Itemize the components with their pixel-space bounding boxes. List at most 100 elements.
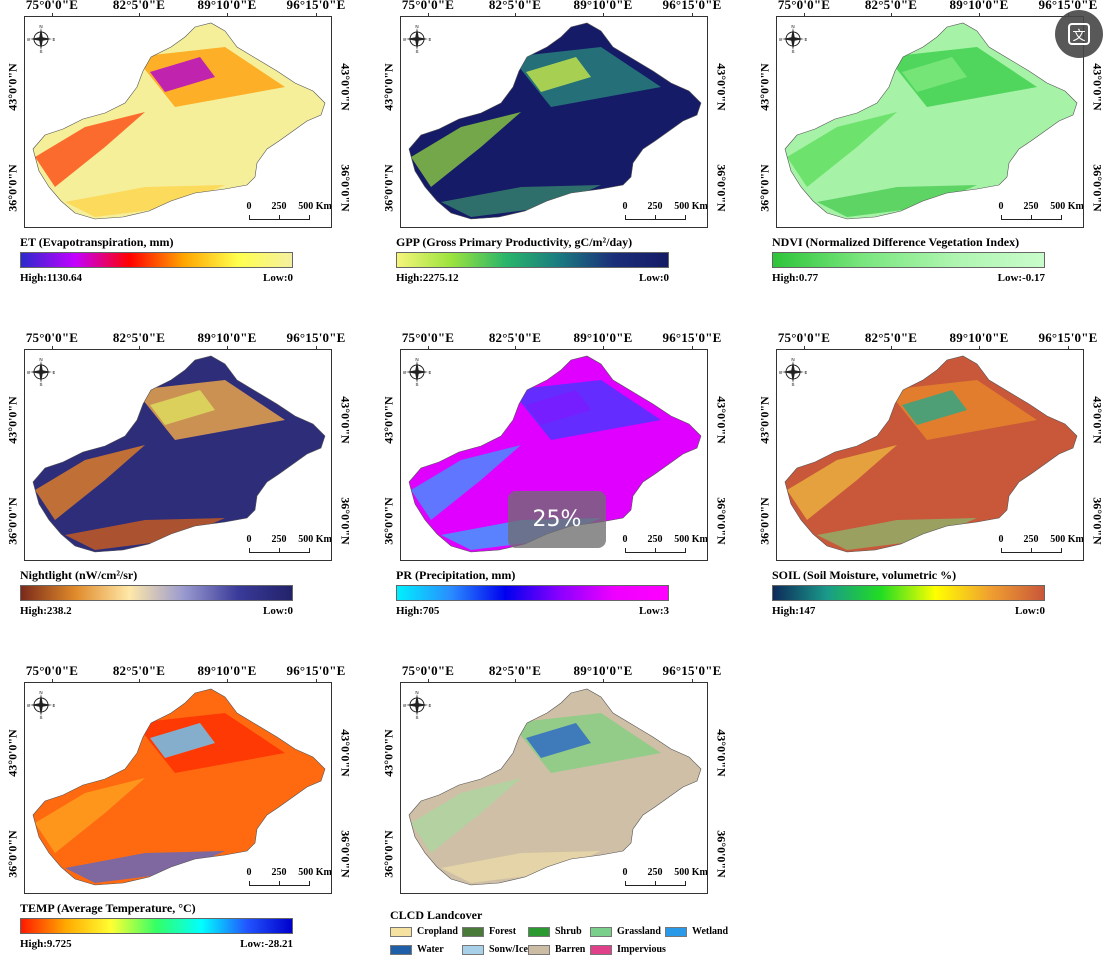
longitude-tick	[603, 679, 604, 683]
latitude-label: 36°0'0"N	[381, 497, 396, 545]
longitude-tick	[515, 346, 516, 350]
colorbar	[20, 252, 293, 268]
longitude-tick	[1068, 346, 1069, 350]
longitude-label: 75°0'0"E	[401, 0, 455, 12]
scale-label: 250	[647, 534, 663, 545]
panel-title: GPP (Gross Primary Productivity, gC/m²/d…	[396, 235, 633, 249]
longitude-label: 82°5'0"E	[864, 330, 918, 345]
scale-tick	[1061, 215, 1062, 220]
latitude-label: 36°0'0"N	[338, 830, 353, 878]
scale-label: 250	[271, 201, 287, 212]
region-outline	[408, 688, 702, 886]
longitude-label: 89°10'0"E	[949, 330, 1009, 345]
longitude-label: 75°0'0"E	[401, 330, 455, 345]
panel-title: PR (Precipitation, mm)	[396, 568, 516, 582]
north-arrow-icon: N S E W	[779, 25, 807, 53]
compass-letter: S	[415, 49, 418, 53]
latitude-label: 36°0'0"N	[338, 164, 353, 212]
scale-label: 500 Km	[1050, 534, 1084, 545]
map-texture	[65, 518, 225, 550]
scale-tick	[309, 881, 310, 886]
map-texture	[35, 445, 145, 520]
compass-letter: E	[52, 370, 55, 375]
longitude-label: 89°10'0"E	[573, 663, 633, 678]
scale-label: 250	[1023, 534, 1039, 545]
longitude-tick	[139, 346, 140, 350]
compass-letter: E	[52, 37, 55, 42]
compass-letter: S	[791, 382, 794, 386]
map-texture	[150, 57, 215, 92]
panel-title: SOIL (Soil Moisture, volumetric %)	[772, 568, 957, 582]
scale-label: 250	[271, 867, 287, 878]
latitude-label: 36°0'0"N	[714, 830, 729, 878]
longitude-tick	[979, 346, 980, 350]
scale-tick	[1001, 548, 1002, 553]
scale-label: 500 Km	[674, 867, 708, 878]
scale-label: 250	[1023, 201, 1039, 212]
region-outline	[32, 355, 326, 553]
landcover-label: Sonw/Ice	[489, 944, 528, 955]
map-texture	[787, 112, 897, 187]
map-panel: 75°0'0"E 82°5'0"E 89°10'0"E 96°15'0"E 43°0'0…	[752, 330, 1105, 633]
latitude-label: 36°0'0"N	[1090, 164, 1105, 212]
scale-tick	[685, 215, 686, 220]
map-frame: N S E W 0 250 500 Km	[776, 16, 1084, 228]
compass-letter: W	[27, 37, 31, 42]
scale-tick	[685, 548, 686, 553]
map-texture	[411, 778, 521, 853]
compass-letter: W	[779, 370, 783, 375]
translate-button[interactable]: 文	[1055, 10, 1103, 58]
compass-letter: S	[415, 382, 418, 386]
longitude-label: 82°5'0"E	[864, 0, 918, 12]
compass-letter: S	[415, 715, 418, 719]
colorbar-low-label: Low:-0.17	[997, 272, 1045, 284]
longitude-label: 75°0'0"E	[25, 330, 79, 345]
colorbar	[396, 252, 669, 268]
scale-tick	[279, 548, 280, 553]
compass-letter: S	[39, 715, 42, 719]
map-frame: N S E W 0 250 500 Km	[24, 682, 332, 894]
scale-tick	[249, 548, 250, 553]
longitude-tick	[52, 13, 53, 17]
scale-tick	[309, 548, 310, 553]
longitude-label: 75°0'0"E	[777, 330, 831, 345]
scale-label: 0	[622, 867, 628, 878]
region-map	[408, 355, 702, 553]
map-frame: N S E W 0 250 500 Km	[400, 16, 708, 228]
scale-label: 500 Km	[1050, 201, 1084, 212]
landcover-swatch	[665, 926, 687, 937]
scale-tick	[249, 881, 250, 886]
landcover-legend-item: Impervious	[590, 944, 666, 955]
scale-label: 0	[246, 867, 252, 878]
colorbar-low-label: Low:0	[1015, 605, 1045, 617]
scale-label: 0	[622, 534, 628, 545]
scale-tick	[685, 881, 686, 886]
latitude-label: 43°0'0"N	[5, 729, 20, 777]
map-panel: 75°0'0"E 82°5'0"E 89°10'0"E 96°15'0"E 43°0'0…	[752, 0, 1105, 300]
latitude-label: 43°0'0"N	[338, 396, 353, 444]
landcover-swatch	[590, 944, 612, 955]
longitude-tick	[891, 346, 892, 350]
compass-letter: E	[52, 703, 55, 708]
longitude-tick	[891, 13, 892, 17]
landcover-label: Water	[417, 944, 444, 955]
longitude-label: 96°15'0"E	[286, 0, 346, 12]
region-outline	[408, 355, 702, 553]
map-frame: N S E W 0 250 500 Km	[400, 682, 708, 894]
landcover-legend-title: CLCD Landcover	[390, 908, 483, 922]
latitude-label: 36°0'0"N	[714, 164, 729, 212]
colorbar	[396, 585, 669, 601]
longitude-tick	[139, 679, 140, 683]
scale-bar: 0 250 500 Km	[619, 867, 707, 891]
scale-label: 500 Km	[674, 534, 708, 545]
colorbar	[20, 918, 293, 934]
scale-bar: 0 250 500 Km	[243, 201, 331, 225]
map-panel: 75°0'0"E 82°5'0"E 89°10'0"E 96°15'0"E 43°0'0…	[0, 330, 353, 633]
landcover-legend-item: Wetland	[665, 926, 728, 937]
map-panel: 75°0'0"E 82°5'0"E 89°10'0"E 96°15'0"E 43°0'0…	[376, 0, 729, 300]
latitude-label: 36°0'0"N	[338, 497, 353, 545]
colorbar-low-label: Low:0	[263, 605, 293, 617]
landcover-legend-item: Water	[390, 944, 444, 955]
scale-label: 500 Km	[674, 201, 708, 212]
map-texture	[441, 851, 601, 883]
